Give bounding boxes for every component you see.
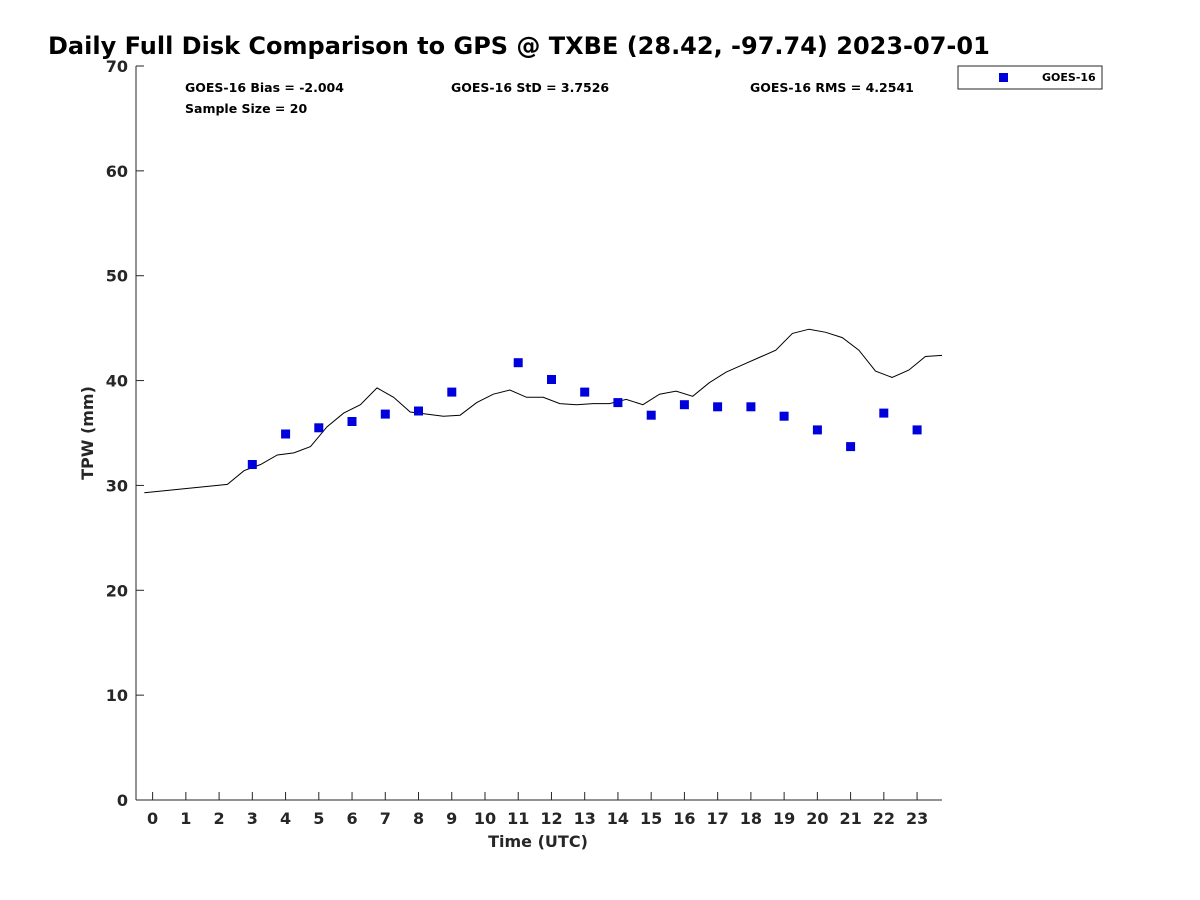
x-tick-label: 0 <box>147 809 158 828</box>
x-tick-label: 8 <box>413 809 424 828</box>
y-axis-label: TPW (mm) <box>78 386 97 480</box>
y-tick-label: 70 <box>106 57 128 76</box>
x-tick-label: 3 <box>247 809 258 828</box>
goes16-point <box>613 398 623 408</box>
x-tick-label: 1 <box>180 809 191 828</box>
x-tick-label: 10 <box>474 809 496 828</box>
goes16-points <box>247 358 922 469</box>
goes16-point <box>912 425 922 435</box>
legend-marker <box>999 73 1008 82</box>
x-tick-label: 4 <box>280 809 291 828</box>
y-tick-label: 50 <box>106 267 128 286</box>
goes16-point <box>713 402 723 412</box>
y-tick-label: 10 <box>106 686 128 705</box>
x-tick-label: 16 <box>673 809 695 828</box>
x-tick-label: 20 <box>806 809 828 828</box>
goes16-point <box>846 442 856 452</box>
y-tick-label: 60 <box>106 162 128 181</box>
goes16-point <box>580 387 590 397</box>
x-tick-label: 6 <box>346 809 357 828</box>
y-tick-label: 40 <box>106 372 128 391</box>
goes16-point <box>646 410 656 420</box>
x-tick-label: 5 <box>313 809 324 828</box>
x-tick-label: 7 <box>380 809 391 828</box>
legend-box <box>957 65 1103 90</box>
goes16-point <box>347 417 357 426</box>
bias-stat: GOES-16 Bias = -2.004 <box>185 80 344 95</box>
y-tick-label: 30 <box>106 476 128 495</box>
x-tick-label: 15 <box>640 809 662 828</box>
x-tick-label: 19 <box>773 809 795 828</box>
y-tick-label: 20 <box>106 581 128 600</box>
rms-stat: GOES-16 RMS = 4.2541 <box>750 80 914 95</box>
legend-label: GOES-16 <box>1042 71 1096 84</box>
plot-area <box>135 66 942 801</box>
goes16-point <box>547 375 556 384</box>
sample-size-stat: Sample Size = 20 <box>185 101 307 116</box>
goes16-point <box>513 358 523 368</box>
y-ticks: 0 10 20 30 40 50 60 70 <box>106 57 144 810</box>
x-tick-label: 21 <box>839 809 861 828</box>
goes16-point <box>447 387 457 397</box>
legend: GOES-16 <box>957 65 1103 90</box>
x-axis-label: Time (UTC) <box>488 832 588 851</box>
goes16-point <box>314 423 324 433</box>
goes16-point <box>414 406 423 416</box>
x-tick-label: 11 <box>507 809 529 828</box>
goes16-point <box>879 408 889 418</box>
goes16-point <box>812 425 822 435</box>
goes16-point <box>247 460 257 469</box>
x-tick-label: 23 <box>906 809 928 828</box>
x-tick-label: 17 <box>707 809 729 828</box>
y-tick-label: 0 <box>117 791 128 810</box>
x-tick-label: 14 <box>607 809 629 828</box>
x-tick-label: 2 <box>214 809 225 828</box>
goes16-point <box>281 429 291 439</box>
gps-line <box>144 328 943 494</box>
x-tick-label: 9 <box>446 809 457 828</box>
x-tick-label: 22 <box>873 809 895 828</box>
std-stat: GOES-16 StD = 3.7526 <box>451 80 609 95</box>
chart-title: Daily Full Disk Comparison to GPS @ TXBE… <box>48 32 990 60</box>
x-ticks: 0 1 2 3 4 5 6 7 8 9 10 11 12 13 14 15 16 17 18 19 20 21 22 23 <box>147 792 928 828</box>
x-tick-label: 18 <box>740 809 762 828</box>
goes16-point <box>380 409 390 419</box>
goes16-point <box>746 402 756 412</box>
goes16-point <box>779 411 789 421</box>
goes16-point <box>679 400 689 410</box>
x-tick-label: 12 <box>540 809 562 828</box>
x-tick-label: 13 <box>574 809 596 828</box>
